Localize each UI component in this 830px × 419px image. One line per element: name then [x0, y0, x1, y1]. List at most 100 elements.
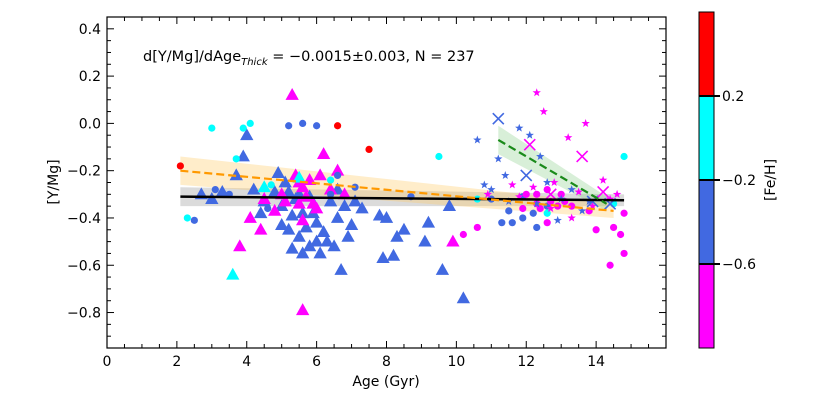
stars-magenta-point: [546, 204, 555, 213]
stars-magenta-point: [563, 133, 573, 142]
circles-magenta-point: [519, 204, 527, 213]
triangles-magenta-point: [323, 182, 338, 195]
x-tick-label: 14: [587, 354, 605, 370]
y-tick-label: 0.0: [79, 116, 101, 132]
y-axis-label: [Y/Mg]: [46, 159, 62, 204]
circles-cyan-point: [232, 155, 240, 163]
circles-red-point: [365, 145, 373, 153]
circles-blue-point: [333, 171, 342, 180]
stars-blue-point: [532, 199, 541, 208]
fit-line-overall: [180, 195, 625, 202]
triangles-magenta-point: [243, 210, 257, 223]
triangles-blue-point: [275, 218, 289, 230]
triangles-blue-point: [282, 222, 296, 235]
circles-cyan-point: [620, 152, 628, 161]
axis-ticks: [106, 16, 667, 349]
stars-blue-point: [577, 206, 587, 215]
stars-magenta-point: [588, 201, 597, 210]
stars-blue-point: [553, 215, 562, 224]
stars-blue-point: [480, 180, 489, 189]
triangles-magenta-point: [296, 213, 310, 226]
triangles-blue-point: [456, 291, 471, 304]
stars-magenta-point: [515, 192, 524, 201]
circles-blue-point: [299, 119, 307, 127]
triangles-blue-point: [379, 210, 394, 223]
crosses-blue-point: [492, 112, 505, 125]
stars-magenta-point: [612, 189, 622, 198]
stars-blue-point: [515, 123, 524, 132]
triangles-blue-point: [296, 246, 310, 259]
colorbar-tick-label: 0.2: [722, 89, 744, 105]
stars-magenta-point: [581, 118, 590, 127]
triangles-magenta-point: [233, 239, 247, 252]
crosses-magenta-point: [576, 150, 589, 163]
triangles-blue-point: [271, 166, 285, 178]
stars-magenta-point: [550, 178, 559, 187]
triangles-magenta-point: [278, 194, 292, 207]
triangles-blue-point: [386, 248, 401, 261]
triangles-blue-point: [285, 241, 299, 254]
triangles-blue-point: [236, 149, 250, 162]
fit-line-thick: [180, 169, 614, 212]
triangles-blue-point: [435, 262, 450, 275]
triangles-blue-point: [215, 184, 229, 197]
triangles-magenta-point: [330, 163, 345, 176]
circles-magenta-point: [592, 226, 600, 234]
colorbar-tick-label: −0.6: [722, 257, 756, 273]
circles-cyan-point: [208, 124, 216, 132]
circles-blue-point: [211, 185, 219, 194]
colorbar-label: [Fe/H]: [763, 159, 779, 201]
circles-blue-point: [529, 209, 537, 217]
crosses-blue-point: [520, 169, 533, 182]
scatter-points: [176, 88, 628, 316]
y-tick-label: 0.4: [79, 22, 101, 38]
stars-blue-point: [473, 135, 482, 144]
triangles-magenta-point: [268, 203, 282, 216]
stars-magenta-point: [508, 180, 517, 189]
stars-magenta-point: [539, 107, 548, 116]
circles-cyan-point: [246, 119, 254, 127]
circles-magenta-point: [543, 185, 551, 194]
y-tick-label: −0.8: [67, 306, 101, 322]
y-tick-label: −0.2: [67, 164, 101, 180]
circles-cyan-point: [435, 152, 443, 161]
stars-magenta-point: [605, 194, 615, 203]
triangles-blue-point: [309, 234, 324, 247]
triangles-cyan-point: [292, 170, 306, 183]
triangles-magenta-point: [313, 168, 327, 181]
triangles-magenta-point: [292, 196, 306, 209]
triangles-blue-point: [442, 199, 457, 212]
triangles-blue-point: [348, 194, 362, 207]
colorbar-tick-label: −0.2: [722, 173, 756, 189]
triangles-blue-point: [330, 210, 345, 223]
x-tick-label: 0: [103, 354, 112, 370]
triangles-blue-point: [247, 182, 261, 195]
stars-magenta-point: [567, 213, 576, 222]
fit-lines: [180, 138, 625, 212]
x-tick-label: 12: [517, 354, 535, 370]
x-tick-labels: 0 2 4 6 8 10 12 14: [103, 354, 606, 370]
stars-magenta-point: [598, 175, 608, 184]
triangles-blue-point: [337, 199, 352, 212]
triangles-blue-point: [229, 168, 243, 181]
triangles-magenta-point: [337, 187, 352, 200]
triangles-magenta-point: [446, 234, 460, 247]
circles-blue-point: [498, 219, 506, 227]
triangles-blue-point: [355, 201, 369, 214]
x-tick-label: 8: [382, 354, 391, 370]
triangles-blue-point: [320, 234, 334, 247]
triangles-magenta-point: [296, 303, 310, 316]
triangles-blue-point: [299, 220, 313, 233]
circles-magenta-point: [459, 230, 467, 239]
triangles-blue-point: [302, 239, 317, 252]
stars-blue-point: [525, 130, 534, 139]
circles-magenta-point: [522, 190, 530, 198]
colorbar-band: [699, 96, 714, 180]
stars-magenta-point: [574, 187, 583, 196]
triangles-blue-point: [344, 218, 359, 230]
circles-magenta-point: [568, 202, 576, 210]
triangles-magenta-point: [316, 147, 331, 160]
circles-blue-point: [327, 190, 335, 198]
crosses-magenta-point: [523, 138, 536, 151]
circles-magenta-point: [616, 230, 625, 239]
